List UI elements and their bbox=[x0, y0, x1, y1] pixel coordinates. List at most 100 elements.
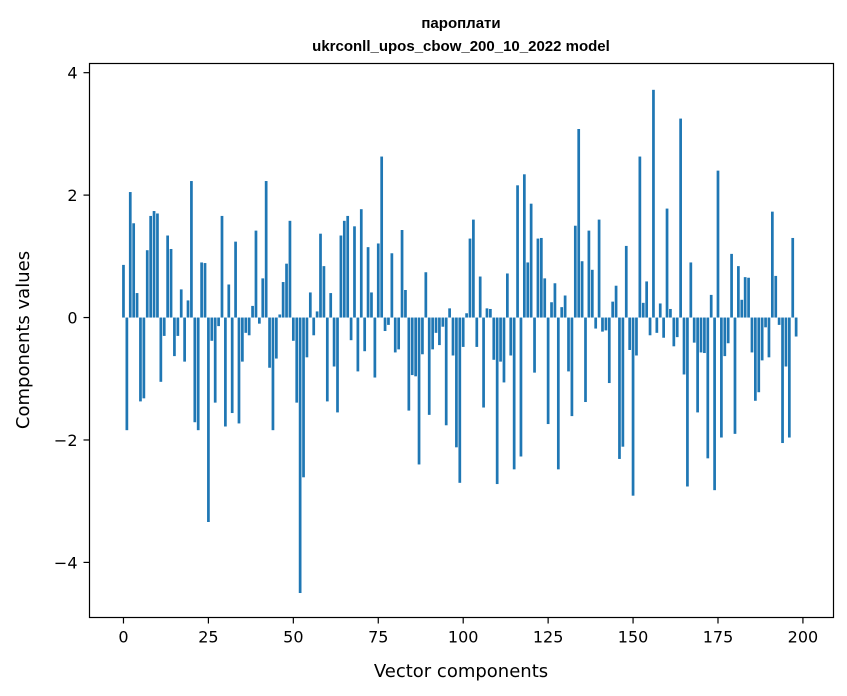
bar-158 bbox=[658, 303, 662, 318]
bar-197 bbox=[791, 237, 795, 318]
bar-75 bbox=[376, 243, 380, 318]
bar-98 bbox=[455, 317, 458, 448]
bar-164 bbox=[679, 118, 682, 318]
bar-29 bbox=[220, 215, 224, 318]
bar-62 bbox=[332, 317, 336, 367]
bar-117 bbox=[519, 317, 523, 457]
bar-194 bbox=[781, 317, 784, 444]
bar-142 bbox=[604, 317, 608, 331]
bar-53 bbox=[302, 317, 305, 478]
bar-145 bbox=[614, 285, 618, 318]
bar-99 bbox=[458, 317, 462, 483]
bar-192 bbox=[774, 275, 778, 318]
bar-107 bbox=[485, 308, 489, 318]
bar-45 bbox=[274, 317, 278, 359]
bar-152 bbox=[638, 156, 642, 318]
bar-136 bbox=[584, 317, 587, 403]
bar-10 bbox=[156, 213, 159, 318]
bar-129 bbox=[560, 307, 564, 318]
bar-93 bbox=[438, 317, 441, 346]
y-tick-label: −2 bbox=[54, 431, 78, 450]
bar-87 bbox=[417, 317, 421, 465]
bar-133 bbox=[573, 225, 577, 318]
x-tick-label: 200 bbox=[788, 628, 819, 647]
bar-141 bbox=[601, 317, 604, 332]
bar-59 bbox=[322, 266, 326, 318]
bar-115 bbox=[512, 317, 516, 470]
bar-179 bbox=[730, 253, 733, 318]
bar-193 bbox=[777, 317, 781, 325]
bar-111 bbox=[499, 317, 502, 362]
bar-35 bbox=[241, 317, 244, 362]
bar-65 bbox=[342, 220, 346, 318]
x-tick-label: 125 bbox=[533, 628, 564, 647]
bar-36 bbox=[244, 317, 248, 333]
bar-series bbox=[122, 89, 798, 594]
bar-121 bbox=[533, 317, 536, 373]
bar-103 bbox=[472, 219, 475, 318]
y-tick-label: 4 bbox=[67, 64, 77, 83]
bar-156 bbox=[652, 89, 655, 318]
bar-32 bbox=[230, 317, 234, 414]
bar-77 bbox=[383, 317, 387, 332]
bar-134 bbox=[577, 129, 581, 318]
bar-188 bbox=[760, 317, 764, 361]
bar-127 bbox=[553, 283, 557, 318]
bar-97 bbox=[451, 317, 455, 356]
bar-167 bbox=[689, 262, 693, 318]
bar-196 bbox=[787, 317, 791, 438]
bar-12 bbox=[162, 317, 166, 336]
bar-165 bbox=[682, 317, 686, 375]
bar-182 bbox=[740, 299, 744, 318]
bar-60 bbox=[325, 317, 329, 402]
bar-140 bbox=[597, 219, 601, 318]
bar-4 bbox=[135, 293, 139, 318]
bar-171 bbox=[703, 317, 706, 354]
bar-147 bbox=[621, 317, 625, 447]
bar-54 bbox=[305, 317, 309, 358]
bar-58 bbox=[319, 233, 322, 318]
x-tick-label: 175 bbox=[703, 628, 734, 647]
bar-183 bbox=[743, 277, 747, 318]
bar-131 bbox=[567, 317, 570, 372]
bar-13 bbox=[166, 235, 169, 318]
bar-168 bbox=[692, 317, 696, 343]
bar-63 bbox=[336, 317, 339, 413]
bar-47 bbox=[281, 282, 285, 318]
bar-120 bbox=[529, 203, 533, 318]
bar-172 bbox=[706, 317, 710, 459]
x-axis-label: Vector components bbox=[374, 661, 548, 682]
bar-154 bbox=[645, 281, 649, 318]
bar-64 bbox=[339, 235, 343, 318]
bar-106 bbox=[482, 317, 485, 408]
bar-122 bbox=[536, 238, 540, 318]
bar-18 bbox=[183, 317, 186, 362]
bar-161 bbox=[669, 308, 672, 318]
bar-0 bbox=[122, 264, 125, 318]
bar-159 bbox=[662, 317, 665, 338]
bar-110 bbox=[495, 317, 499, 485]
bar-175 bbox=[716, 170, 720, 318]
bar-5 bbox=[139, 317, 142, 402]
bar-160 bbox=[665, 208, 669, 318]
bar-174 bbox=[713, 317, 716, 491]
bar-169 bbox=[696, 317, 699, 413]
bar-70 bbox=[359, 209, 363, 318]
bar-153 bbox=[641, 302, 645, 318]
bar-84 bbox=[407, 317, 411, 411]
bar-72 bbox=[366, 247, 370, 318]
bar-1 bbox=[125, 317, 129, 431]
bar-123 bbox=[539, 237, 543, 318]
bar-166 bbox=[686, 317, 689, 487]
bar-170 bbox=[699, 317, 703, 353]
bar-7 bbox=[145, 250, 149, 318]
bar-149 bbox=[628, 317, 632, 350]
bar-190 bbox=[767, 317, 771, 358]
bar-55 bbox=[308, 292, 312, 318]
bar-135 bbox=[580, 261, 584, 318]
bar-116 bbox=[516, 185, 519, 318]
bar-74 bbox=[373, 317, 377, 378]
bar-68 bbox=[353, 226, 356, 318]
bar-25 bbox=[207, 317, 210, 522]
bar-102 bbox=[468, 238, 472, 318]
